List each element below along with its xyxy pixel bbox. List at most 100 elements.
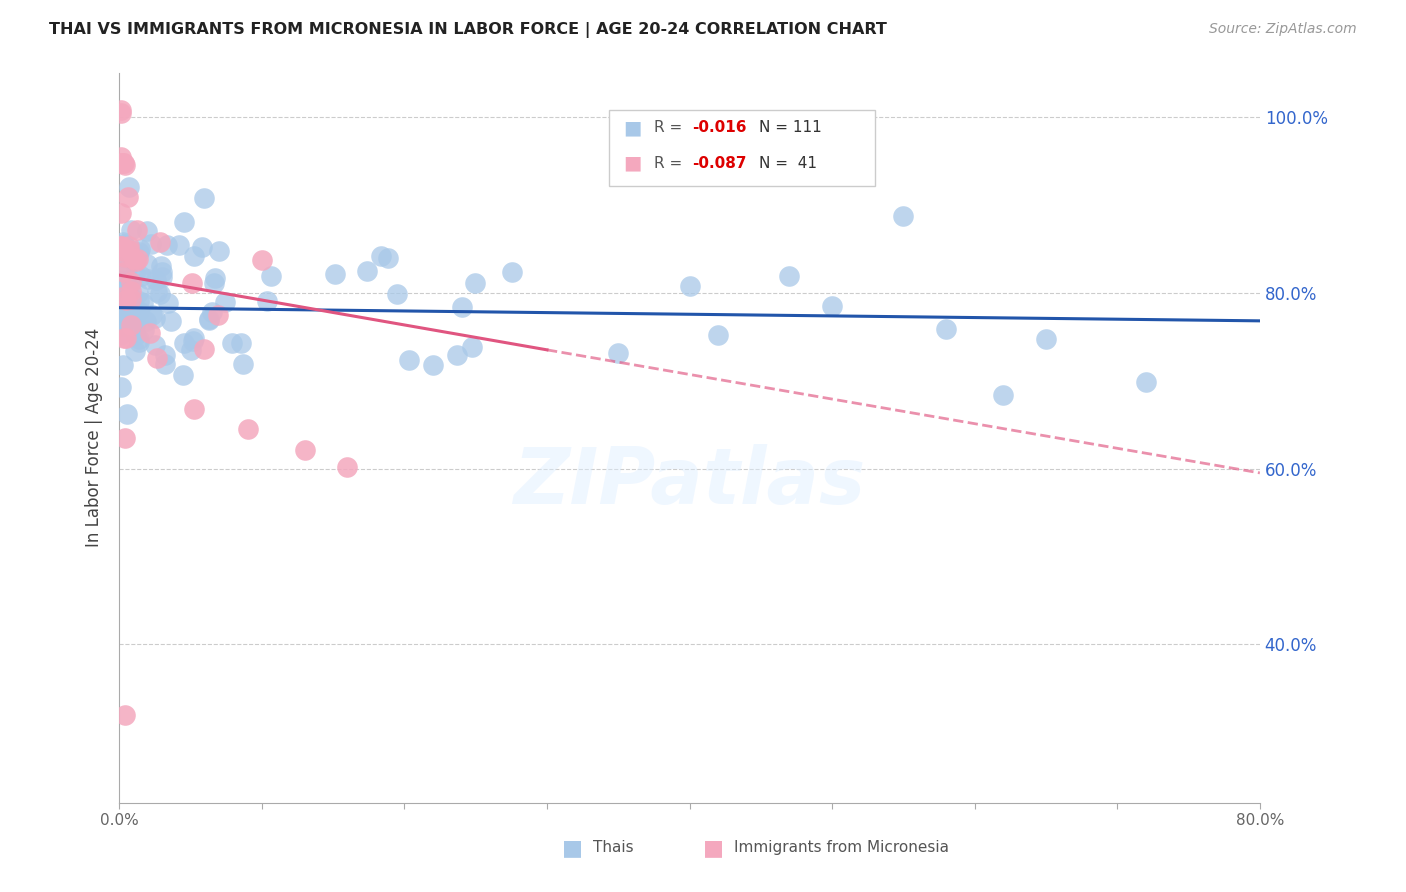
Y-axis label: In Labor Force | Age 20-24: In Labor Force | Age 20-24 (86, 328, 103, 548)
Point (294, 442, 316, 457)
Point (198, 313, 221, 327)
Point (128, 304, 150, 318)
Point (124, 303, 146, 318)
Point (112, 156, 135, 170)
Point (117, 262, 139, 277)
Point (183, 331, 205, 345)
Point (115, 407, 138, 421)
Point (707, 327, 730, 342)
Point (183, 248, 205, 262)
Point (149, 235, 172, 249)
Point (112, 276, 135, 290)
Point (181, 334, 204, 348)
Point (135, 313, 157, 327)
Point (150, 270, 173, 285)
Point (115, 293, 138, 308)
Point (159, 314, 181, 328)
Point (821, 299, 844, 313)
Point (112, 262, 135, 277)
Point (114, 250, 136, 264)
Point (778, 269, 800, 284)
Point (201, 305, 224, 319)
Point (370, 249, 392, 263)
Point (377, 252, 399, 266)
Point (112, 236, 135, 251)
Point (145, 311, 167, 326)
Text: N = 111: N = 111 (759, 120, 823, 135)
Point (110, 273, 132, 287)
Point (1135, 375, 1157, 389)
Point (125, 316, 148, 330)
Point (146, 285, 169, 300)
Point (501, 265, 523, 279)
Point (138, 326, 160, 340)
Point (128, 333, 150, 347)
Point (115, 310, 138, 325)
Point (111, 275, 134, 289)
Point (1035, 332, 1057, 346)
Text: ■: ■ (703, 838, 724, 858)
Text: THAI VS IMMIGRANTS FROM MICRONESIA IN LABOR FORCE | AGE 20-24 CORRELATION CHART: THAI VS IMMIGRANTS FROM MICRONESIA IN LA… (49, 22, 887, 38)
Point (167, 237, 190, 252)
Point (125, 327, 148, 342)
Point (451, 301, 474, 315)
Point (118, 243, 141, 257)
Point (111, 317, 134, 331)
Point (149, 286, 172, 301)
Text: ■: ■ (623, 118, 641, 137)
Point (124, 343, 146, 358)
Text: Source: ZipAtlas.com: Source: ZipAtlas.com (1209, 22, 1357, 37)
Text: N =  41: N = 41 (759, 156, 817, 170)
Point (145, 351, 167, 365)
Point (118, 239, 141, 253)
Point (110, 206, 132, 220)
Point (204, 270, 226, 285)
Point (153, 357, 176, 371)
Point (112, 331, 135, 345)
Point (110, 105, 132, 120)
Point (114, 265, 136, 279)
Text: ■: ■ (623, 153, 641, 173)
Point (150, 265, 173, 279)
Point (128, 334, 150, 349)
Point (112, 244, 135, 259)
Point (180, 343, 202, 357)
Point (110, 380, 132, 394)
Point (114, 431, 136, 445)
Point (120, 293, 142, 307)
Point (115, 308, 138, 322)
Point (446, 348, 468, 362)
Point (110, 103, 132, 117)
Point (124, 311, 146, 326)
Point (172, 368, 194, 382)
Point (387, 287, 409, 301)
Point (136, 224, 159, 238)
Text: Thais: Thais (593, 840, 634, 855)
Point (150, 260, 173, 274)
Point (115, 331, 138, 345)
Text: ZIPatlas: ZIPatlas (513, 443, 866, 519)
Point (110, 156, 132, 170)
Point (207, 309, 229, 323)
Text: Immigrants from Micronesia: Immigrants from Micronesia (734, 840, 949, 855)
Point (153, 348, 176, 362)
Point (193, 343, 215, 357)
Point (120, 318, 142, 332)
Point (214, 295, 236, 310)
Point (141, 237, 163, 252)
Point (124, 302, 146, 317)
Point (398, 353, 420, 368)
Point (893, 210, 915, 224)
Point (993, 388, 1015, 402)
Point (132, 323, 155, 337)
Point (180, 276, 202, 290)
Point (128, 242, 150, 256)
Point (221, 336, 243, 351)
Point (110, 313, 132, 327)
Point (183, 402, 205, 417)
Point (110, 327, 132, 342)
Point (110, 150, 132, 164)
Point (115, 291, 138, 305)
Point (156, 296, 179, 310)
Point (120, 284, 142, 298)
